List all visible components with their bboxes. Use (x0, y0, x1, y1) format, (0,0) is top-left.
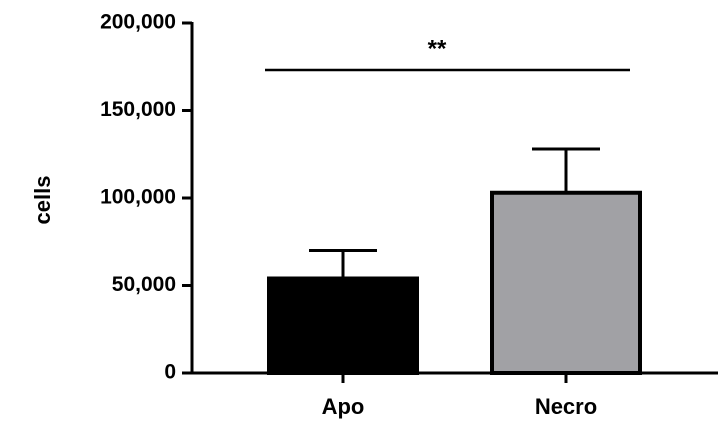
y-tick-label: 50,000 (112, 273, 176, 296)
y-axis-label: cells (30, 176, 55, 225)
significance-label: ** (428, 35, 447, 62)
y-tick-label: 0 (164, 361, 176, 384)
x-tick-label: Apo (322, 394, 365, 419)
bar (267, 276, 419, 375)
bar (490, 190, 642, 375)
y-tick-label: 200,000 (100, 11, 176, 34)
y-tick-label: 100,000 (100, 186, 176, 209)
x-tick-label: Necro (535, 394, 597, 419)
y-tick-label: 150,000 (100, 98, 176, 121)
